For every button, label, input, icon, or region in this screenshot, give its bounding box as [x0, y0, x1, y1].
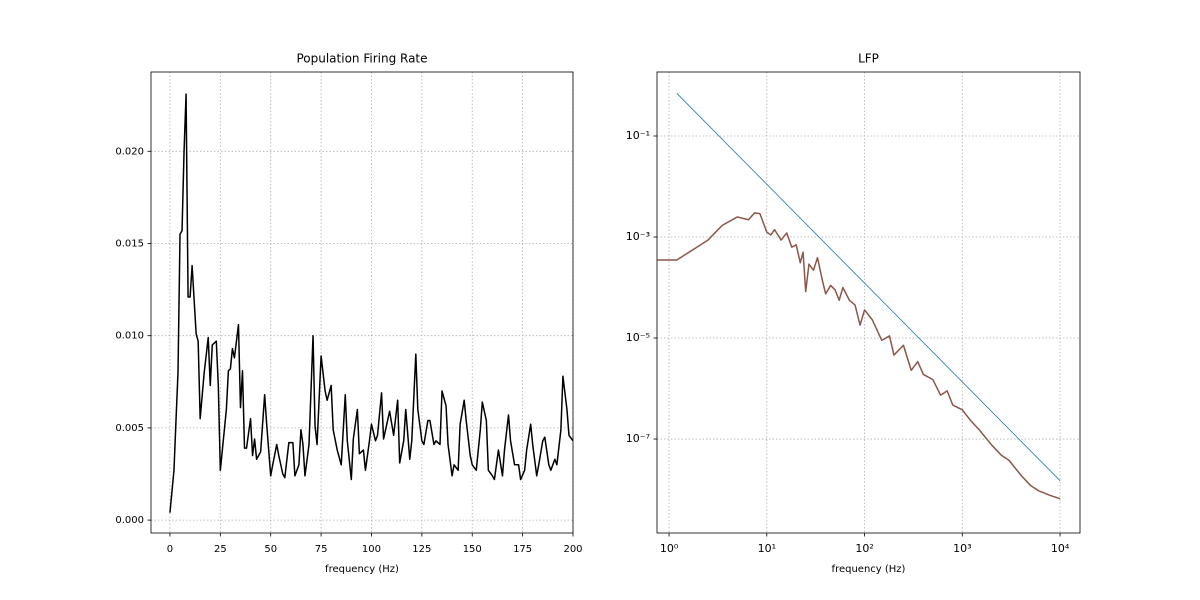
x-tick-label: 10⁴: [1051, 542, 1070, 555]
y-tick-label: 10⁻⁷: [626, 432, 650, 445]
x-tick-label: 100: [362, 544, 381, 555]
x-tick-label: 10⁰: [660, 542, 679, 555]
x-tick-label: 175: [513, 544, 532, 555]
x-tick-label: 150: [463, 544, 482, 555]
x-tick-label: 10²: [855, 542, 873, 555]
y-tick-label: 10⁻⁵: [626, 331, 650, 344]
y-tick-label: 10⁻³: [626, 230, 650, 243]
chart-title: Population Firing Rate: [296, 52, 427, 66]
axes-frame: [656, 71, 1081, 534]
x-tick-label: 10³: [953, 542, 971, 555]
y-tick-label: 0.010: [115, 331, 144, 342]
x-tick-label: 10¹: [758, 542, 776, 555]
y-tick-label: 0.000: [115, 515, 144, 526]
line: [169, 93, 573, 513]
y-tick-label: 10⁻¹: [626, 129, 650, 142]
x-tick-label: 50: [264, 544, 277, 555]
x-tick-label: 75: [315, 544, 328, 555]
x-tick-label: 0: [167, 544, 173, 555]
x-tick-label: 25: [214, 544, 227, 555]
line: [676, 93, 1061, 481]
x-axis-label: frequency (Hz): [325, 564, 399, 575]
y-tick-label: 0.005: [115, 423, 144, 434]
x-tick-label: 200: [563, 544, 582, 555]
axes-frame: [150, 71, 574, 534]
x-axis-label: frequency (Hz): [832, 564, 906, 575]
chart-title: LFP: [858, 52, 879, 66]
line: [657, 212, 1061, 500]
x-tick-label: 125: [412, 544, 431, 555]
y-tick-label: 0.015: [115, 238, 144, 249]
y-tick-label: 0.020: [115, 146, 144, 157]
